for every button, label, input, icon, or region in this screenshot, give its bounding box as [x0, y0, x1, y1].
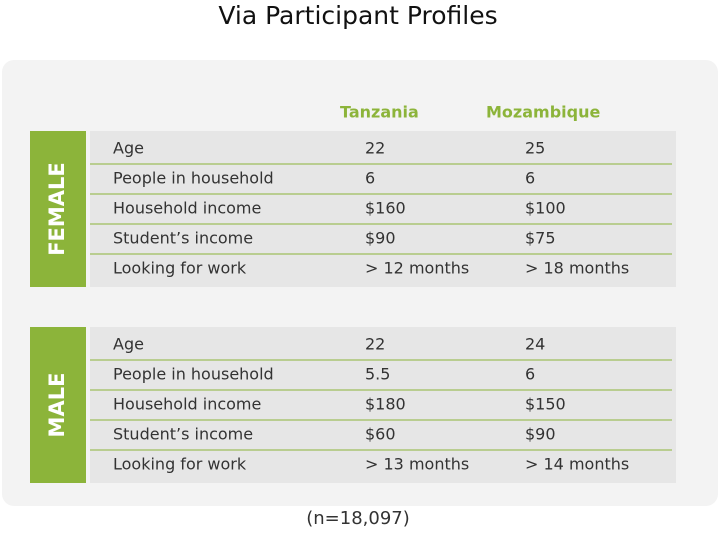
row-label: People in household — [113, 365, 274, 384]
row-label: Age — [113, 335, 144, 354]
cell-value: 24 — [525, 335, 545, 354]
row-label: Age — [113, 139, 144, 158]
cell-value: > 13 months — [365, 455, 469, 474]
cell-value: 6 — [525, 365, 535, 384]
cell-value: $160 — [365, 199, 406, 218]
group-rows-background — [90, 327, 676, 483]
cell-value: $90 — [525, 425, 556, 444]
column-header: Tanzania — [340, 103, 419, 122]
cell-value: 6 — [365, 169, 375, 188]
cell-value: 6 — [525, 169, 535, 188]
cell-value: $100 — [525, 199, 566, 218]
row-label: Student’s income — [113, 425, 253, 444]
cell-value: 22 — [365, 335, 385, 354]
group-rows-background — [90, 131, 676, 287]
row-label: Household income — [113, 199, 261, 218]
cell-value: $150 — [525, 395, 566, 414]
cell-value: > 12 months — [365, 259, 469, 278]
column-header: Mozambique — [486, 103, 600, 122]
title: Via Participant Profiles — [218, 1, 497, 30]
footnote: (n=18,097) — [306, 508, 410, 529]
group-label: MALE — [45, 373, 69, 438]
cell-value: > 18 months — [525, 259, 629, 278]
group-label-block — [30, 327, 86, 483]
row-label: People in household — [113, 169, 274, 188]
cell-value: > 14 months — [525, 455, 629, 474]
group-label: FEMALE — [45, 162, 69, 256]
row-label: Looking for work — [113, 455, 247, 474]
cell-value: $75 — [525, 229, 556, 248]
cell-value: $60 — [365, 425, 396, 444]
cell-value: 22 — [365, 139, 385, 158]
cell-value: $180 — [365, 395, 406, 414]
cell-value: 5.5 — [365, 365, 390, 384]
cell-value: $90 — [365, 229, 396, 248]
cell-value: 25 — [525, 139, 545, 158]
group-label-block — [30, 131, 86, 287]
row-label: Household income — [113, 395, 261, 414]
row-label: Looking for work — [113, 259, 247, 278]
row-label: Student’s income — [113, 229, 253, 248]
